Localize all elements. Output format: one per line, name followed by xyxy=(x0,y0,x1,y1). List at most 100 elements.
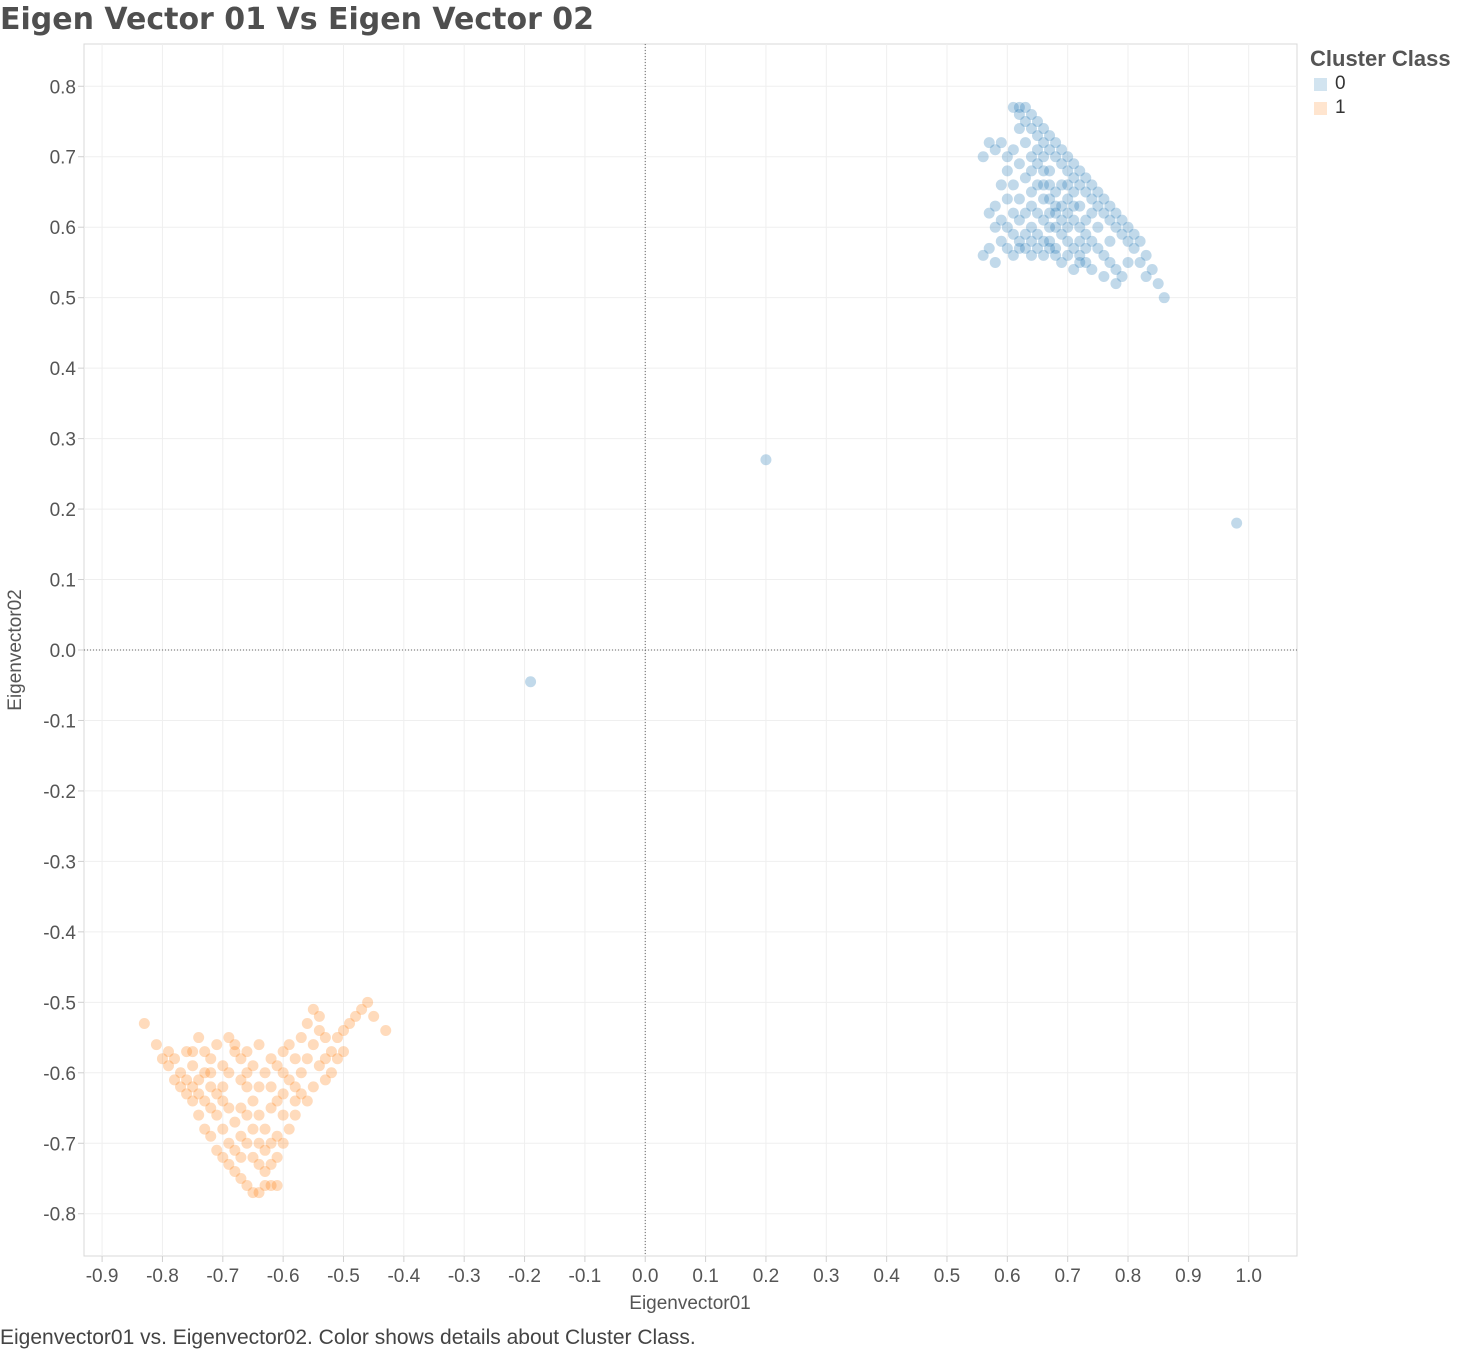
data-point-class-0[interactable] xyxy=(1068,214,1080,226)
data-point-class-0[interactable] xyxy=(1140,249,1152,261)
data-point-class-0[interactable] xyxy=(1098,271,1110,283)
data-point-class-0[interactable] xyxy=(1086,179,1098,191)
data-point-class-0[interactable] xyxy=(1013,242,1025,254)
data-point-class-1[interactable] xyxy=(325,1046,337,1058)
data-point-class-0[interactable] xyxy=(1019,101,1031,113)
data-point-class-1[interactable] xyxy=(223,1032,235,1044)
data-point-class-1[interactable] xyxy=(295,1032,307,1044)
data-point-class-1[interactable] xyxy=(169,1074,181,1086)
data-point-class-1[interactable] xyxy=(271,1151,283,1163)
data-point-class-0[interactable] xyxy=(1032,144,1044,156)
data-point-class-1[interactable] xyxy=(223,1158,235,1170)
data-point-class-0[interactable] xyxy=(1062,249,1074,261)
data-point-class-0[interactable] xyxy=(1074,221,1086,233)
data-point-class-0[interactable] xyxy=(1050,151,1062,163)
data-point-class-1[interactable] xyxy=(301,1053,313,1065)
data-point-class-1[interactable] xyxy=(181,1046,193,1058)
data-point-class-1[interactable] xyxy=(307,1039,319,1051)
data-point-class-1[interactable] xyxy=(199,1067,211,1079)
data-point-class-0[interactable] xyxy=(1032,158,1044,170)
data-point-class-0[interactable] xyxy=(1050,186,1062,198)
data-point-class-1[interactable] xyxy=(193,1032,205,1044)
data-point-class-1[interactable] xyxy=(247,1187,259,1199)
data-point-class-1[interactable] xyxy=(217,1060,229,1072)
data-point-class-0[interactable] xyxy=(1001,193,1013,205)
data-point-class-0[interactable] xyxy=(1044,179,1056,191)
data-point-class-0[interactable] xyxy=(1044,144,1056,156)
data-point-class-0[interactable] xyxy=(1110,207,1122,219)
data-point-class-0[interactable] xyxy=(1013,193,1025,205)
data-point-class-0[interactable] xyxy=(1134,235,1146,247)
data-point-class-0[interactable] xyxy=(1013,101,1025,113)
data-point-class-1[interactable] xyxy=(259,1144,271,1156)
data-point-class-1[interactable] xyxy=(307,1081,319,1093)
data-point-class-1[interactable] xyxy=(313,1010,325,1022)
data-point-class-1[interactable] xyxy=(277,1137,289,1149)
data-point-class-0[interactable] xyxy=(1025,200,1037,212)
data-point-class-1[interactable] xyxy=(295,1067,307,1079)
data-point-class-0[interactable] xyxy=(1050,242,1062,254)
data-point-class-1[interactable] xyxy=(235,1053,247,1065)
legend-item-0[interactable]: 0 xyxy=(1310,72,1466,96)
data-point-class-0[interactable] xyxy=(1056,200,1068,212)
data-point-class-0[interactable] xyxy=(1044,165,1056,177)
data-point-class-0[interactable] xyxy=(989,221,1001,233)
data-point-class-0[interactable] xyxy=(1019,207,1031,219)
data-point-class-1[interactable] xyxy=(277,1046,289,1058)
data-point-class-0[interactable] xyxy=(995,214,1007,226)
data-point-class-0[interactable] xyxy=(977,151,989,163)
data-point-class-0[interactable] xyxy=(1019,228,1031,240)
data-point-class-0[interactable] xyxy=(1019,172,1031,184)
data-point-class-0[interactable] xyxy=(1001,165,1013,177)
data-point-class-0[interactable] xyxy=(1146,263,1158,275)
data-point-class-0[interactable] xyxy=(1007,207,1019,219)
data-point-class-0[interactable] xyxy=(1019,242,1031,254)
data-point-class-1[interactable] xyxy=(356,1003,368,1015)
data-point-class-0[interactable] xyxy=(1038,151,1050,163)
data-point-class-1[interactable] xyxy=(205,1067,217,1079)
data-point-class-1[interactable] xyxy=(241,1081,253,1093)
data-point-class-1[interactable] xyxy=(235,1172,247,1184)
data-point-class-1[interactable] xyxy=(217,1123,229,1135)
data-point-class-0[interactable] xyxy=(1025,235,1037,247)
data-point-class-1[interactable] xyxy=(307,1003,319,1015)
data-point-class-1[interactable] xyxy=(193,1088,205,1100)
data-point-class-1[interactable] xyxy=(283,1123,295,1135)
data-point-class-1[interactable] xyxy=(277,1088,289,1100)
data-point-class-1[interactable] xyxy=(235,1151,247,1163)
data-point-class-1[interactable] xyxy=(289,1095,301,1107)
data-point-class-0[interactable] xyxy=(1032,179,1044,191)
data-point-class-0[interactable] xyxy=(1044,221,1056,233)
data-point-class-1[interactable] xyxy=(217,1151,229,1163)
data-point-class-0[interactable] xyxy=(1231,517,1243,529)
data-point-class-0[interactable] xyxy=(1038,123,1050,135)
data-point-class-0[interactable] xyxy=(1025,165,1037,177)
data-point-class-1[interactable] xyxy=(211,1109,223,1121)
data-point-class-1[interactable] xyxy=(199,1046,211,1058)
data-point-class-0[interactable] xyxy=(989,256,1001,268)
data-point-class-0[interactable] xyxy=(1013,108,1025,120)
data-point-class-1[interactable] xyxy=(331,1053,343,1065)
data-point-class-0[interactable] xyxy=(1074,256,1086,268)
data-point-class-1[interactable] xyxy=(265,1053,277,1065)
data-point-class-1[interactable] xyxy=(205,1053,217,1065)
data-point-class-0[interactable] xyxy=(1007,228,1019,240)
data-point-class-1[interactable] xyxy=(283,1074,295,1086)
data-point-class-0[interactable] xyxy=(1098,207,1110,219)
data-point-class-1[interactable] xyxy=(253,1158,265,1170)
data-point-class-1[interactable] xyxy=(217,1095,229,1107)
data-point-class-0[interactable] xyxy=(1092,242,1104,254)
data-point-class-0[interactable] xyxy=(1122,256,1134,268)
data-point-class-0[interactable] xyxy=(1044,242,1056,254)
data-point-class-1[interactable] xyxy=(181,1074,193,1086)
data-point-class-1[interactable] xyxy=(175,1081,187,1093)
data-point-class-0[interactable] xyxy=(1074,200,1086,212)
data-point-class-0[interactable] xyxy=(1013,214,1025,226)
data-point-class-0[interactable] xyxy=(1019,116,1031,128)
data-point-class-0[interactable] xyxy=(1122,221,1134,233)
data-point-class-0[interactable] xyxy=(1025,123,1037,135)
data-point-class-1[interactable] xyxy=(187,1046,199,1058)
data-point-class-0[interactable] xyxy=(1158,292,1170,304)
data-point-class-0[interactable] xyxy=(1098,249,1110,261)
data-point-class-0[interactable] xyxy=(1032,242,1044,254)
